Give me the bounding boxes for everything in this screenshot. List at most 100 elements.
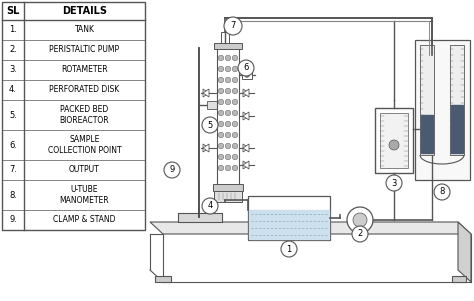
Circle shape: [232, 66, 238, 72]
Circle shape: [218, 88, 224, 94]
Bar: [178, 213, 222, 222]
Circle shape: [225, 77, 231, 83]
Text: PERFORATED DISK: PERFORATED DISK: [49, 85, 119, 95]
Circle shape: [218, 154, 224, 160]
Circle shape: [225, 165, 231, 171]
Text: 8.: 8.: [9, 191, 17, 200]
Bar: [420, 45, 434, 155]
Circle shape: [225, 88, 231, 94]
Text: U-TUBE
MANOMETER: U-TUBE MANOMETER: [60, 185, 109, 205]
Circle shape: [232, 55, 238, 61]
Polygon shape: [243, 112, 249, 120]
Text: CLAMP & STAND: CLAMP & STAND: [53, 216, 116, 225]
Circle shape: [225, 143, 231, 149]
Polygon shape: [243, 161, 249, 169]
Circle shape: [389, 140, 399, 150]
Text: 9: 9: [169, 166, 174, 175]
Bar: [217, 48, 239, 186]
Text: SL: SL: [6, 6, 20, 16]
Text: DETAILS: DETAILS: [62, 6, 107, 16]
Bar: [178, 213, 222, 222]
Circle shape: [225, 99, 231, 105]
Text: 1.: 1.: [9, 26, 17, 35]
Circle shape: [225, 55, 231, 61]
Bar: [452, 276, 466, 282]
Polygon shape: [243, 112, 249, 120]
Circle shape: [164, 162, 180, 178]
Polygon shape: [451, 105, 463, 153]
Polygon shape: [421, 115, 433, 153]
Text: 7: 7: [230, 21, 236, 30]
Circle shape: [232, 88, 238, 94]
Circle shape: [232, 154, 238, 160]
Circle shape: [225, 66, 231, 72]
Circle shape: [232, 77, 238, 83]
Circle shape: [434, 184, 450, 200]
Bar: [415, 40, 470, 180]
Circle shape: [281, 241, 297, 257]
Polygon shape: [243, 161, 249, 169]
Circle shape: [218, 143, 224, 149]
Circle shape: [218, 121, 224, 127]
Polygon shape: [203, 89, 209, 97]
Text: 2: 2: [357, 229, 363, 238]
Text: 2.: 2.: [9, 45, 17, 54]
Bar: [380, 113, 408, 168]
Text: 5: 5: [207, 120, 213, 129]
Bar: [214, 191, 242, 202]
Polygon shape: [203, 144, 209, 152]
Polygon shape: [243, 89, 249, 97]
Circle shape: [238, 60, 254, 76]
Text: PERISTALTIC PUMP: PERISTALTIC PUMP: [49, 45, 119, 54]
Circle shape: [245, 73, 249, 77]
Text: SAMPLE
COLLECTION POINT: SAMPLE COLLECTION POINT: [48, 135, 121, 155]
Polygon shape: [243, 144, 249, 152]
Circle shape: [353, 213, 367, 227]
Text: 3.: 3.: [9, 66, 17, 75]
Circle shape: [225, 121, 231, 127]
Text: PACKED BED
BIOREACTOR: PACKED BED BIOREACTOR: [60, 105, 109, 125]
Text: 6.: 6.: [9, 141, 17, 150]
Bar: [213, 184, 243, 191]
Bar: [207, 101, 219, 109]
Polygon shape: [243, 89, 249, 97]
Bar: [221, 32, 229, 43]
Circle shape: [224, 17, 242, 35]
Text: 7.: 7.: [9, 166, 17, 175]
Text: 4.: 4.: [9, 85, 17, 95]
Polygon shape: [243, 144, 249, 152]
Circle shape: [218, 66, 224, 72]
Bar: [2, 2, 145, 230]
Circle shape: [225, 110, 231, 116]
Circle shape: [202, 117, 218, 133]
Circle shape: [232, 121, 238, 127]
Circle shape: [202, 198, 218, 214]
Circle shape: [218, 110, 224, 116]
Text: 9.: 9.: [9, 216, 17, 225]
Polygon shape: [458, 222, 471, 282]
Polygon shape: [249, 210, 329, 239]
Text: TANK: TANK: [74, 26, 94, 35]
Circle shape: [232, 132, 238, 138]
Bar: [248, 196, 330, 240]
Circle shape: [225, 154, 231, 160]
Text: 5.: 5.: [9, 110, 17, 119]
Polygon shape: [150, 222, 471, 234]
Circle shape: [225, 132, 231, 138]
Circle shape: [232, 143, 238, 149]
Bar: [450, 45, 464, 155]
Polygon shape: [203, 89, 209, 97]
Circle shape: [218, 132, 224, 138]
Text: 3: 3: [392, 178, 397, 188]
Circle shape: [347, 207, 373, 233]
Text: ROTAMETER: ROTAMETER: [61, 66, 108, 75]
Bar: [375, 108, 413, 173]
Circle shape: [218, 99, 224, 105]
Polygon shape: [203, 144, 209, 152]
Text: 4: 4: [207, 201, 213, 210]
Text: 1: 1: [286, 244, 292, 253]
Bar: [155, 276, 171, 282]
Circle shape: [232, 99, 238, 105]
Bar: [242, 71, 252, 79]
Circle shape: [232, 165, 238, 171]
